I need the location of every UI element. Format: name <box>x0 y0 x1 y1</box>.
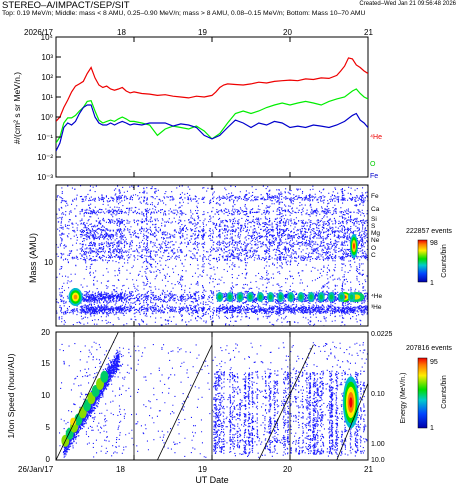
energy-tick-010: 0.10 <box>371 391 385 398</box>
top-ytick-m2: 10⁻² <box>37 153 53 162</box>
top-ytick-3: 10³ <box>41 53 53 62</box>
legend-4he: ⁴He <box>370 134 382 141</box>
species-3he: ³He <box>371 304 382 311</box>
bot-colorbar-label: Counts/bin <box>441 375 448 409</box>
he-band <box>309 294 313 300</box>
bot-ytick-0: 0 <box>46 455 51 464</box>
series-line-1 <box>56 88 368 144</box>
species-4he: ⁴He <box>371 293 382 300</box>
species-si: Si <box>371 216 377 223</box>
created-timestamp: Created–Wed Jan 21 09:56:48 2026 <box>359 1 456 7</box>
species-s: S <box>371 223 376 230</box>
energy-axis-label: Energy (MeV/n.) <box>400 373 407 424</box>
top-ylabel: #/(cm² s sr MeV/n.) <box>12 72 22 144</box>
he-band <box>268 294 273 300</box>
top-ytick-2: 10² <box>41 73 53 82</box>
dispersion-guide-3 <box>336 383 368 460</box>
top-ytick-m3: 10⁻³ <box>37 173 53 182</box>
dispersion-guide-2 <box>258 344 314 460</box>
dispersion-peak <box>70 417 77 426</box>
dispersion-guide-0 <box>56 332 119 460</box>
bot-xtick-2: 19 <box>198 465 207 474</box>
dispersion-core <box>100 370 109 383</box>
plot-subtitle: Top: 0.19 MeV/n; Middle: mass < 8 AMU, 0… <box>2 10 366 17</box>
legend-o: O <box>370 161 376 168</box>
top-ytick-4: 10⁴ <box>41 33 54 42</box>
mid-ytick-10: 10 <box>44 258 53 267</box>
bot-ytick-5: 5 <box>46 423 51 432</box>
bot-xtick-3: 20 <box>283 465 292 474</box>
energy-tick-100: 1.00 <box>371 441 385 448</box>
bot-ytick-15: 15 <box>41 359 50 368</box>
he-band <box>349 294 354 300</box>
plot-title: STEREO–A/IMPACT/SEP/SIT <box>2 0 130 11</box>
mid-events-count: 222857 events <box>406 228 452 235</box>
top-xtick-2: 19 <box>198 28 207 37</box>
he-band <box>218 294 222 300</box>
bot-xtick-4: 21 <box>364 465 373 474</box>
mass-scatter-layer <box>56 185 368 326</box>
mass-scatter-points <box>56 185 368 326</box>
species-c: C <box>371 252 376 259</box>
he-band <box>339 294 344 300</box>
energy-tick-0225: 0.0225 <box>371 331 393 338</box>
bot-xtick-1: 18 <box>116 465 125 474</box>
species-ca: Ca <box>371 206 380 213</box>
speed-burst-20 <box>349 397 353 408</box>
mid-ylabel: Mass (AMU) <box>28 233 38 283</box>
mid-colorbar-min: 1 <box>430 280 434 287</box>
species-mg: Mg <box>371 230 380 237</box>
he-band <box>238 294 242 300</box>
he-band <box>289 294 293 300</box>
he-band <box>299 294 303 300</box>
bot-ylabel: 1/Ion Speed (hour/AU) <box>6 353 16 438</box>
mid-colorbar-label: Counts/bin <box>441 244 448 278</box>
series-line-2 <box>56 104 368 152</box>
bot-colorbar-max: 95 <box>430 359 438 366</box>
energy-tick-100b: 10.0 <box>371 457 385 464</box>
mid-colorbar-max: 98 <box>430 240 438 247</box>
top-xtick-3: 20 <box>283 28 292 37</box>
bot-colorbar-min: 1 <box>430 425 434 432</box>
he-band <box>248 294 252 300</box>
bot-colorbar <box>417 357 428 429</box>
legend-fe: Fe <box>370 173 378 180</box>
dispersion-guide-1 <box>157 344 213 460</box>
mid-colorbar <box>417 239 428 283</box>
top-ytick-0: 10⁰ <box>41 113 53 122</box>
o-burst-20 <box>352 243 355 249</box>
he-band <box>278 294 283 300</box>
bot-ytick-10: 10 <box>41 391 50 400</box>
bot-xtick-0: 26/Jan/17 <box>18 465 54 474</box>
he-band <box>228 294 232 300</box>
top-panel-frame <box>55 36 369 178</box>
species-ne: Ne <box>371 237 380 244</box>
bot-ytick-20: 20 <box>41 328 50 337</box>
top-xtick-1: 18 <box>117 28 126 37</box>
top-xtick-4: 21 <box>364 28 373 37</box>
axes-layer <box>55 36 369 460</box>
series-line-0 <box>56 57 368 122</box>
speed-scatter-points <box>59 341 368 458</box>
species-o: O <box>371 245 376 252</box>
species-fe: Fe <box>371 193 379 200</box>
top-ytick-m1: 10⁻¹ <box>37 133 53 142</box>
top-xtick-0: 2026/17 <box>24 28 53 37</box>
bot-xlabel: UT Date <box>195 475 228 485</box>
top-ytick-1: 10¹ <box>41 93 53 102</box>
bot-events-count: 207816 events <box>406 345 452 352</box>
he-band <box>319 294 323 300</box>
intensity-lines <box>56 57 368 152</box>
he-band <box>329 294 334 300</box>
he-burst-17 <box>73 294 78 300</box>
speed-scatter-layer <box>56 332 368 460</box>
he-band <box>258 294 263 300</box>
